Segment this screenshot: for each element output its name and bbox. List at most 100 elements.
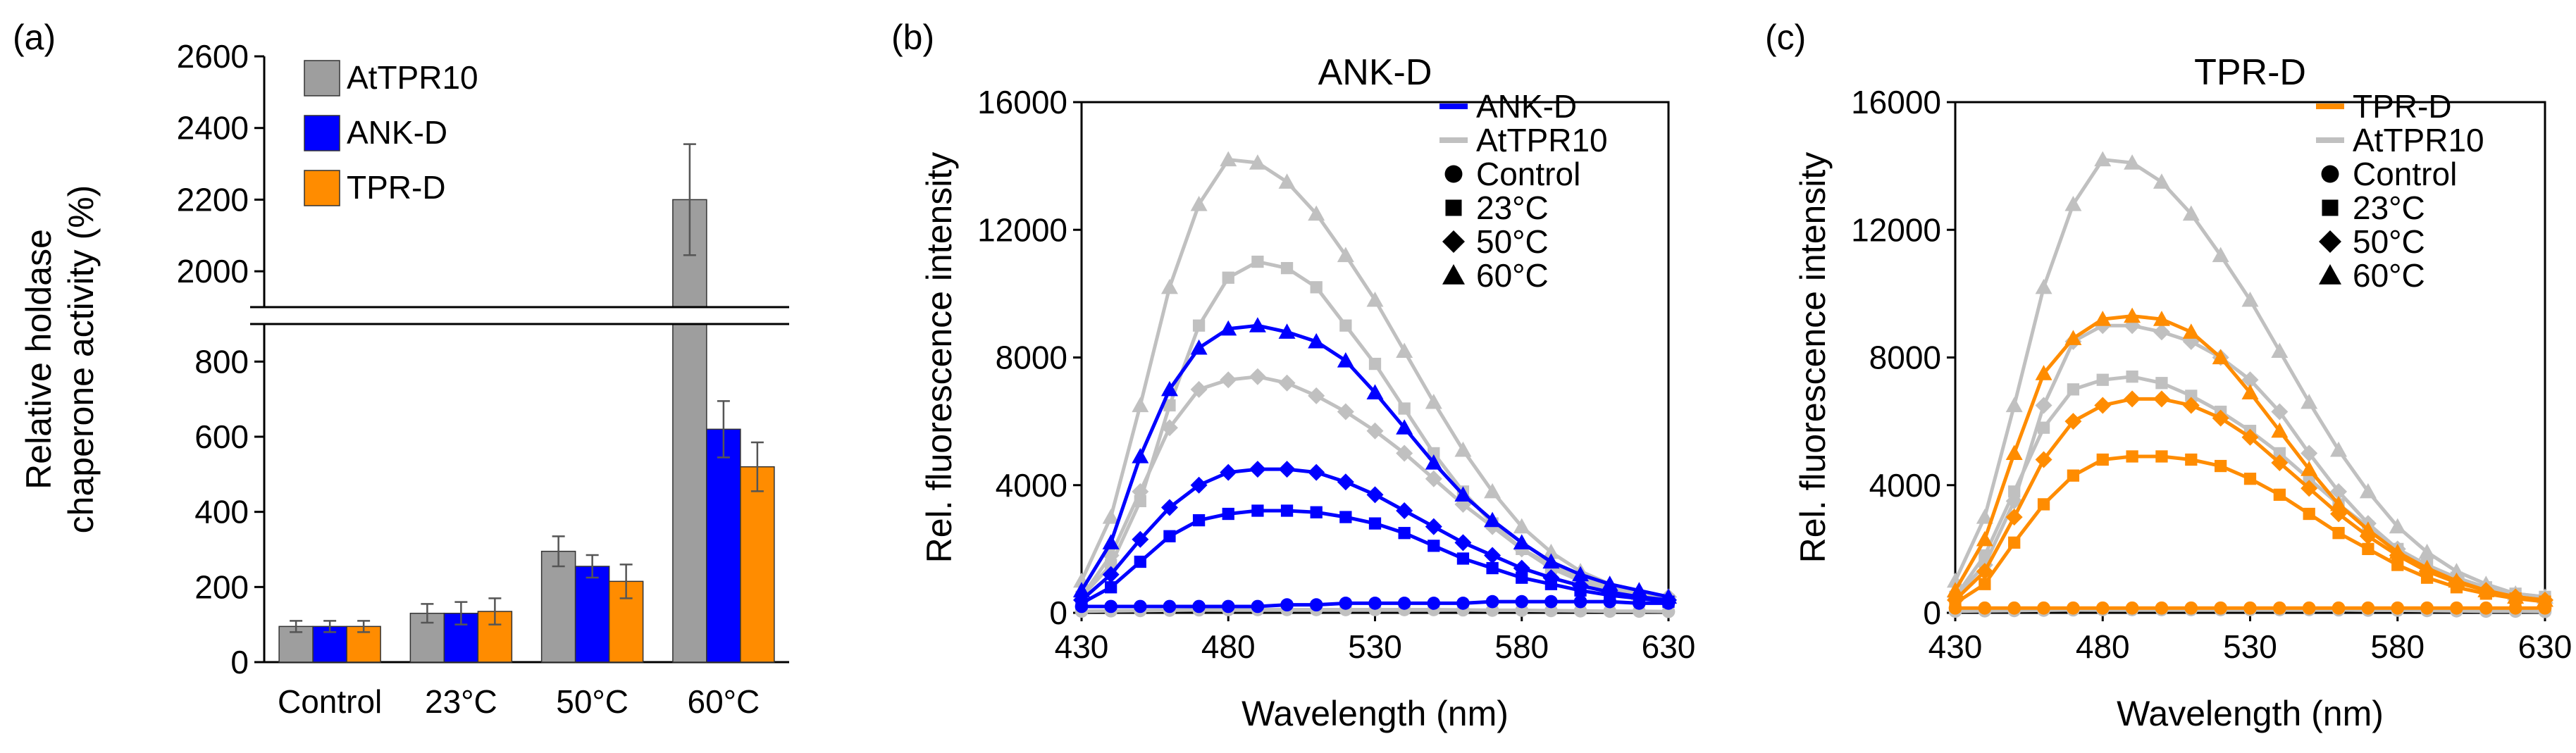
- bar: [706, 428, 741, 663]
- data-point: [2035, 451, 2052, 468]
- data-point: [1310, 281, 1323, 294]
- legend-marker: [1444, 165, 1463, 183]
- data-point: [2359, 521, 2377, 537]
- data-point: [2212, 247, 2229, 263]
- data-point: [2212, 409, 2229, 427]
- axis-break-gap: [250, 308, 791, 323]
- x-tick-label: 480: [1201, 628, 1256, 665]
- data-point: [1396, 502, 1413, 519]
- data-point: [2420, 601, 2434, 615]
- y-tick-label: 16000: [1851, 84, 1941, 120]
- x-tick-label: 430: [1928, 628, 1983, 665]
- data-point: [2241, 384, 2259, 399]
- data-point: [2301, 393, 2318, 409]
- data-point: [1456, 597, 1470, 610]
- x-tick-label: 530: [1348, 628, 1402, 665]
- data-point: [2301, 444, 2318, 462]
- legend-marker: [2321, 165, 2339, 183]
- y-tick-label: 0: [1923, 595, 1941, 631]
- data-point: [1192, 319, 1206, 332]
- data-point: [2037, 498, 2050, 511]
- legend-marker: [1442, 264, 1465, 285]
- data-point: [2064, 196, 2082, 211]
- y-tick-label: 16000: [977, 84, 1067, 120]
- data-point: [2241, 291, 2259, 307]
- data-point: [1396, 419, 1413, 435]
- x-tick-label: 530: [2223, 628, 2277, 665]
- y-tick-label: 400: [194, 494, 249, 530]
- legend-marker: [2319, 230, 2341, 253]
- data-point: [2005, 444, 2023, 461]
- legend-marker: [2322, 199, 2339, 216]
- data-point: [2303, 507, 2315, 521]
- data-point: [1190, 380, 1208, 398]
- legend-marker: [2319, 264, 2341, 285]
- data-point: [2214, 601, 2228, 615]
- legend-label: Control: [1476, 156, 1580, 192]
- data-point: [1132, 483, 1149, 500]
- data-point: [2302, 601, 2316, 615]
- x-tick-label: Control: [278, 683, 382, 720]
- data-point: [1073, 582, 1090, 597]
- data-point: [1102, 509, 1120, 524]
- legend-swatch: [304, 115, 340, 151]
- data-point: [2155, 601, 2169, 615]
- data-point: [2124, 307, 2141, 323]
- data-point: [1308, 332, 1325, 349]
- data-point: [1454, 486, 1472, 502]
- data-point: [1160, 380, 1178, 397]
- data-point: [1454, 441, 1472, 457]
- data-point: [2450, 601, 2463, 615]
- data-point: [2332, 527, 2345, 540]
- legend-swatch: [304, 170, 340, 206]
- data-point: [1486, 561, 1499, 575]
- data-point: [1278, 173, 1296, 189]
- x-tick-label: 580: [2370, 628, 2425, 665]
- data-point: [1366, 291, 1384, 307]
- data-point: [2155, 377, 2168, 390]
- data-point: [1484, 483, 1501, 499]
- data-point: [1484, 547, 1501, 564]
- data-point: [1310, 506, 1323, 518]
- data-point: [1513, 534, 1530, 549]
- panel-label: (a): [13, 18, 56, 57]
- data-point: [1220, 371, 1237, 389]
- chart-title: TPR-D: [2194, 52, 2306, 93]
- y-tick-label: 12000: [977, 211, 1067, 248]
- data-point: [1280, 261, 1294, 275]
- data-point: [2124, 154, 2141, 170]
- panel-label: (c): [1765, 18, 1806, 57]
- data-point: [1251, 255, 1264, 268]
- legend-label: 50°C: [2353, 223, 2425, 260]
- data-point: [1947, 582, 1964, 597]
- data-point: [1220, 320, 1237, 336]
- data-point: [1427, 597, 1441, 610]
- data-point: [2125, 601, 2139, 615]
- legend-label: AtTPR10: [347, 59, 478, 96]
- bar: [540, 550, 576, 663]
- data-point: [2064, 413, 2082, 430]
- data-point: [2273, 488, 2286, 501]
- data-point: [1979, 578, 1991, 590]
- data-point: [1308, 387, 1325, 404]
- data-point: [1308, 463, 1325, 481]
- bar: [574, 566, 610, 663]
- data-point: [2035, 397, 2052, 414]
- data-point: [2035, 365, 2052, 380]
- data-point: [2243, 473, 2257, 485]
- data-point: [1132, 447, 1149, 463]
- legend-label: 60°C: [1476, 257, 1549, 294]
- data-point: [1337, 352, 1354, 368]
- data-point: [2271, 403, 2289, 421]
- data-point: [1976, 563, 1993, 580]
- data-point: [1337, 403, 1354, 421]
- bar: [740, 466, 775, 663]
- data-point: [2005, 397, 2023, 413]
- data-point: [1366, 486, 1384, 504]
- data-point: [1484, 511, 1501, 528]
- data-point: [2362, 542, 2374, 556]
- y-axis-title: Rel. fluorescence intensity: [919, 152, 959, 564]
- data-point: [1601, 575, 1618, 591]
- y-tick-label: 4000: [1869, 467, 1941, 504]
- data-point: [1160, 278, 1178, 294]
